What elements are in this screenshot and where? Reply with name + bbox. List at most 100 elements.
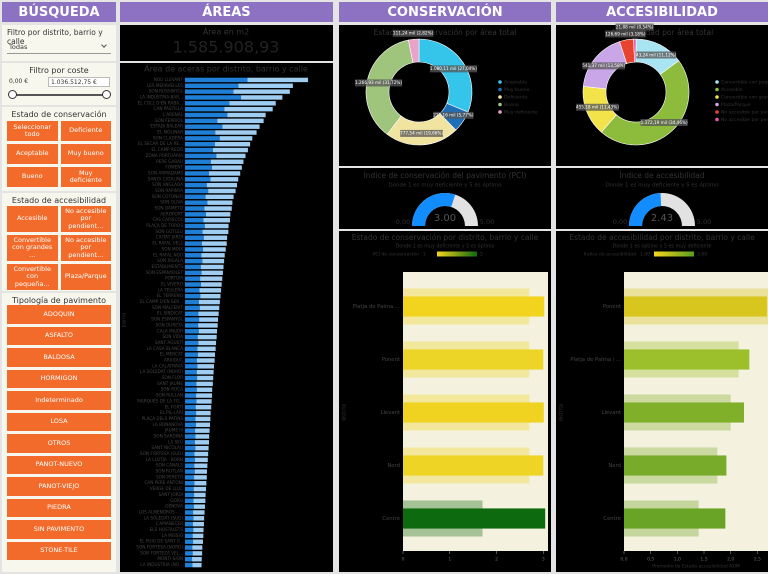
bar [208, 171, 241, 176]
bar [193, 498, 206, 504]
category-label: LA INDÚSTRIA-BAR... [140, 94, 183, 99]
bar [197, 364, 215, 369]
bar [185, 475, 195, 480]
bar [196, 399, 212, 404]
slicer-button[interactable]: Muy bueno [60, 144, 111, 164]
slicer-button[interactable]: STONE-TILE [7, 541, 111, 560]
bar [208, 188, 236, 194]
dropdown[interactable]: Todas [7, 40, 111, 54]
slider-handle[interactable] [8, 90, 17, 99]
bar [202, 258, 225, 264]
bar [203, 235, 228, 240]
chart-title: Índice de conservación del pavimento (PC… [364, 171, 527, 180]
bar [185, 381, 197, 387]
slicer-button[interactable]: SIN PAVIMENTO [7, 520, 111, 539]
panel [120, 25, 333, 61]
bar [194, 463, 208, 468]
bar [198, 340, 217, 346]
bar [185, 288, 200, 293]
search-column: BÚSQUEDA Filtro por distrito, barrio y ca… [2, 0, 116, 574]
slicer-button[interactable]: No accesible por pendient... [60, 235, 111, 261]
slicer-button[interactable]: Seleccionar todo [7, 121, 58, 141]
category-label: JAUME III [164, 428, 183, 433]
bar [185, 223, 205, 229]
legend-marker [715, 110, 719, 114]
data-label: 541,37 mil (13,58%) [582, 63, 625, 68]
category-label: SON FERRIOL [155, 118, 184, 123]
category-label: SON RAPINYA [155, 188, 183, 193]
category-label: EL MERCAT [160, 352, 184, 357]
slicer-button[interactable]: LOSA [7, 412, 111, 431]
bar [195, 434, 210, 439]
bar [204, 206, 232, 211]
bar [193, 504, 205, 509]
slicer-button[interactable]: Plaza/Parque [60, 264, 111, 290]
bar [185, 177, 211, 182]
bar [403, 402, 544, 423]
slicer-button[interactable]: BALDOSA [7, 348, 111, 367]
bar [201, 253, 225, 258]
slider-handle[interactable] [102, 90, 111, 99]
slicer-button[interactable]: PIEDRA [7, 498, 111, 517]
gauge-value [412, 193, 456, 226]
bar [205, 194, 234, 200]
bar [198, 329, 218, 334]
slicer-button[interactable]: Aceptable [7, 144, 58, 164]
category-label: SON FLOR [162, 375, 183, 380]
category-label: ELS HOSTALETS [150, 527, 184, 532]
slicer-button[interactable]: Convertible con pequeña... [7, 264, 58, 290]
bar [185, 229, 203, 235]
slicer-button[interactable]: No accesible por pendient... [60, 206, 111, 232]
category-label: SON OLIVA [160, 200, 183, 205]
bar [185, 112, 228, 118]
legend-marker [715, 87, 719, 92]
slicer-button[interactable]: ASFALTO [7, 326, 111, 345]
bar [241, 95, 283, 100]
bar [219, 136, 253, 141]
bar [185, 358, 197, 363]
bar [185, 334, 198, 340]
bar [206, 182, 238, 188]
category-label: SON MOIX [162, 246, 184, 251]
bar [185, 258, 203, 264]
slicer-button[interactable]: ADOQUIN [7, 305, 111, 324]
slicer-label: Estado de accesibilidad [11, 196, 107, 205]
slicer-button[interactable]: PANOT-VIEJO [7, 477, 111, 496]
bar [224, 106, 273, 112]
bar [233, 89, 290, 94]
category-label: ARXIDUC [164, 357, 183, 362]
bar [185, 188, 209, 194]
slicer-button[interactable]: Deficiente [60, 121, 111, 141]
slicer-button[interactable]: Bueno [7, 167, 58, 187]
donut-segment [365, 39, 414, 135]
category-label: SON FORTESA (SUD) [140, 451, 183, 456]
x-tick-label: 1 [448, 557, 451, 563]
slicer-label: Tipología de pavimento [12, 296, 106, 305]
slicer-button[interactable]: Indeterminado [7, 391, 111, 410]
category-label: ZONA PORTUÀRIA [146, 153, 184, 158]
slicer-button[interactable]: Muy deficiente [60, 167, 111, 187]
category-label: L'AMANECER [156, 521, 183, 526]
bar [214, 141, 251, 147]
column-header [339, 2, 551, 22]
category-label: SON ROCA [161, 387, 184, 392]
chart-subtitle: Donde 1 es muy deficiente y 5 es óptimo [605, 182, 719, 189]
category-label: SON ANGLADA [152, 182, 183, 187]
bar [624, 402, 744, 423]
bar [194, 475, 207, 480]
category-label: SON ESPANYOLET [146, 270, 184, 275]
slicer-button[interactable]: PANOT-NUEVO [7, 455, 111, 474]
bar [185, 393, 197, 398]
category-label: EL COLL D'EN RABA... [138, 100, 183, 105]
slicer-button[interactable]: Accesible [7, 206, 58, 232]
data-label-box [633, 51, 677, 59]
slicer-button[interactable]: OTROS [7, 434, 111, 453]
gauge-max-label: 5,00 [480, 218, 494, 226]
bar [185, 451, 195, 457]
slicer-button[interactable]: HORMIGON [7, 369, 111, 388]
slicer-button[interactable]: Convertible con grandes ... [7, 235, 58, 261]
category-label: LA MISSIÓ [162, 533, 184, 538]
chart-subtitle: Donde 1 es muy deficiente y 5 es óptimo [388, 182, 502, 189]
legend-title: Índice de accesibilidad [584, 251, 636, 258]
